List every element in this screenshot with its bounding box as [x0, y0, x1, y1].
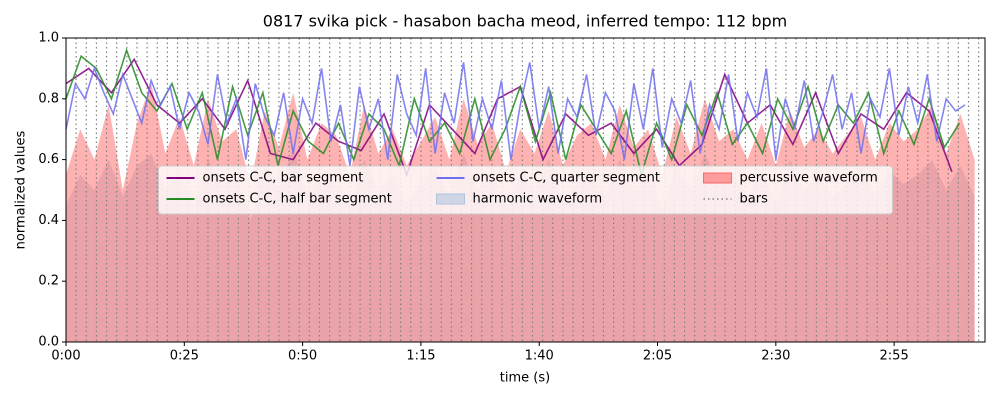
y-tick-label: 0.0 [38, 335, 59, 350]
legend-label: harmonic waveform [473, 192, 603, 207]
x-tick-label: 0:25 [170, 349, 199, 364]
x-tick-label: 0:00 [51, 349, 80, 364]
legend-label: onsets C-C, half bar segment [203, 192, 392, 207]
y-axis-label: normalized values [14, 130, 29, 249]
legend-label: onsets C-C, quarter segment [473, 171, 660, 186]
x-tick-label: 1:40 [525, 349, 554, 364]
legend-label: onsets C-C, bar segment [203, 171, 364, 186]
x-tick-label: 2:55 [880, 349, 909, 364]
y-tick-label: 0.2 [38, 274, 59, 289]
onset-line [66, 57, 953, 178]
y-tick-label: 0.8 [38, 91, 59, 106]
legend-label: bars [740, 192, 769, 207]
y-tick-label: 0.4 [38, 213, 59, 228]
legend-handle [436, 193, 465, 205]
x-tick-label: 2:05 [643, 349, 672, 364]
plot-frame [65, 37, 986, 343]
legend-handle [703, 172, 732, 184]
x-tick-label: 1:15 [406, 349, 435, 364]
chart-title: 0817 svika pick - hasabon bacha meod, in… [263, 12, 787, 31]
legend: onsets C-C, bar segment onsets C-C, half … [158, 165, 893, 215]
y-tick-label: 0.6 [38, 152, 59, 167]
onset-line [66, 62, 966, 166]
y-tick-label: 1.0 [38, 31, 59, 46]
onset-line [66, 47, 961, 178]
x-tick-label: 2:30 [761, 349, 790, 364]
x-axis-label: time (s) [500, 371, 550, 386]
x-tick-label: 0:50 [288, 349, 317, 364]
legend-label: percussive waveform [740, 171, 878, 186]
